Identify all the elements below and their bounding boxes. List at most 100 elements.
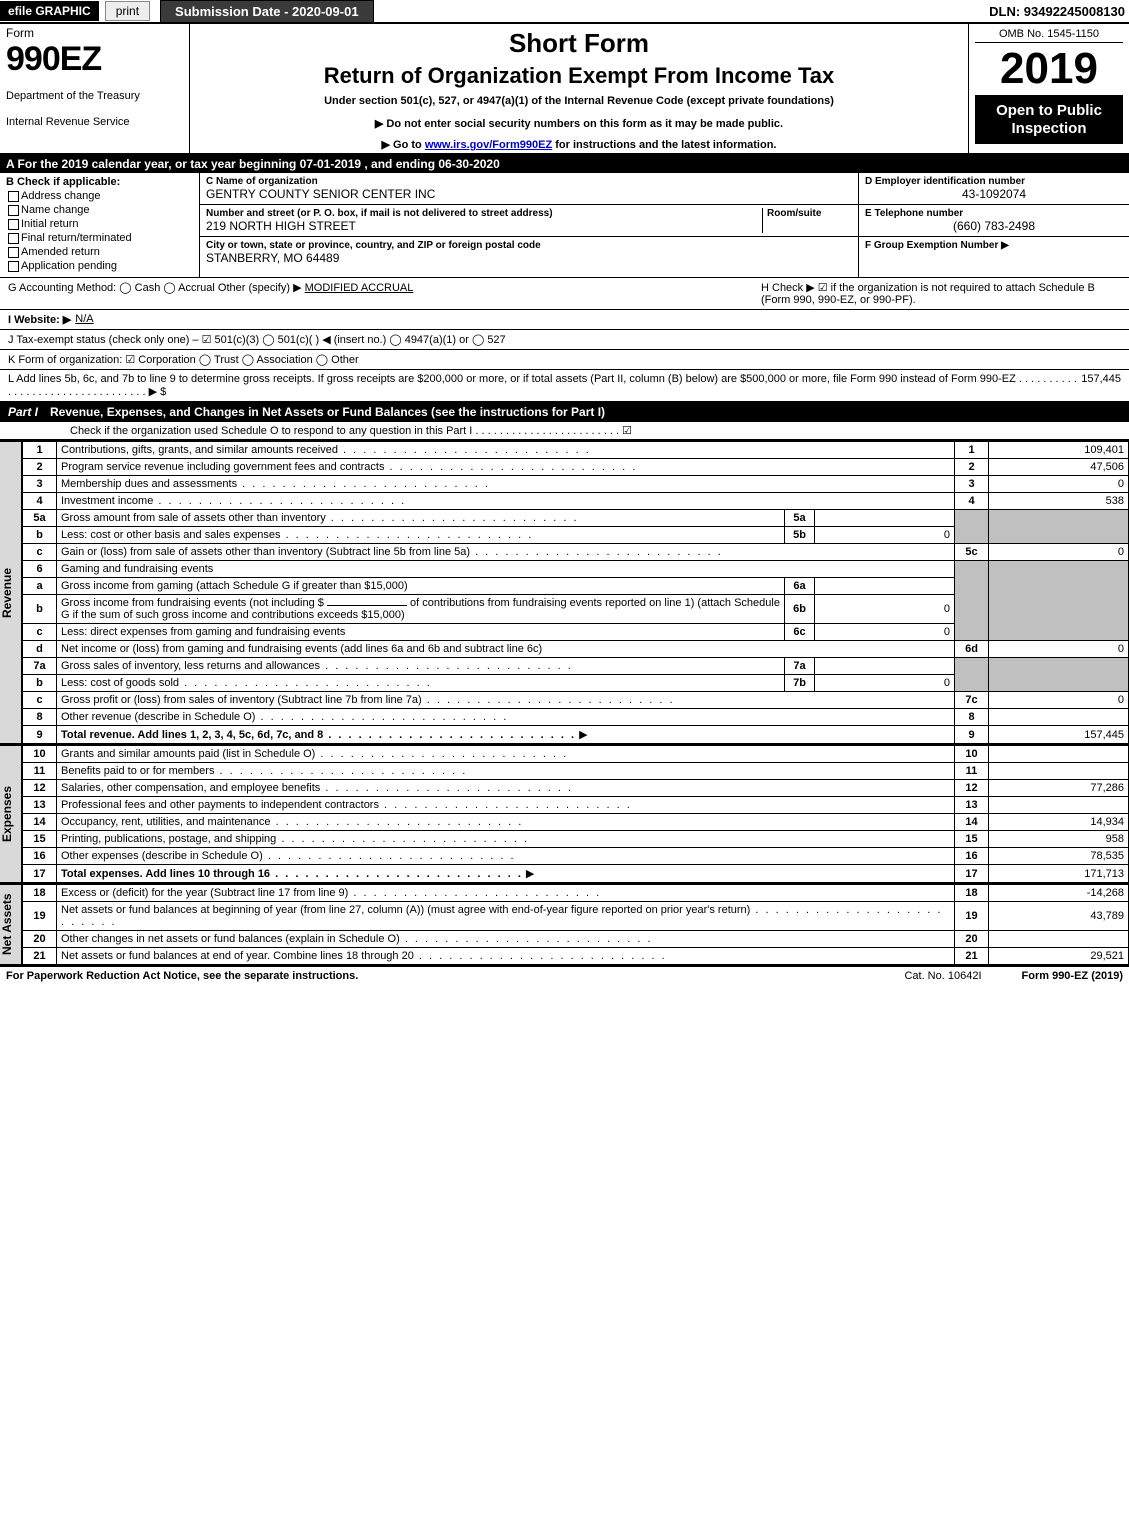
chk-app-pending[interactable]: Application pending [6, 260, 193, 272]
header-left: Form 990EZ Department of the Treasury In… [0, 24, 190, 153]
accounting-method-label: G Accounting Method: ◯ Cash ◯ Accrual Ot… [8, 282, 302, 294]
chk-address-change-label: Address change [21, 190, 101, 202]
line-21-desc: Net assets or fund balances at end of ye… [61, 950, 667, 962]
chk-amended-return[interactable]: Amended return [6, 246, 193, 258]
chk-address-change[interactable]: Address change [6, 190, 193, 202]
line-9-val: 157,445 [989, 726, 1129, 744]
street-value: 219 NORTH HIGH STREET [206, 219, 762, 233]
line-6d-desc: Net income or (loss) from gaming and fun… [57, 641, 955, 658]
line-4-colno: 4 [955, 493, 989, 510]
line-21-no: 21 [23, 948, 57, 965]
line-7b-mini-val: 0 [815, 675, 955, 692]
line-9-desc: Total revenue. Add lines 1, 2, 3, 4, 5c,… [61, 729, 576, 741]
line-21-val: 29,521 [989, 948, 1129, 965]
line-6b-blank [327, 605, 407, 606]
phone-value: (660) 783-2498 [865, 219, 1123, 233]
line-6b-mini-no: 6b [785, 595, 815, 624]
chk-final-return-label: Final return/terminated [21, 232, 132, 244]
line-6a-desc: Gross income from gaming (attach Schedul… [57, 578, 785, 595]
submission-date-pill: Submission Date - 2020-09-01 [160, 0, 374, 23]
chk-name-change[interactable]: Name change [6, 204, 193, 216]
line-3: 3 Membership dues and assessments 3 0 [23, 476, 1129, 493]
accounting-method-value: MODIFIED ACCRUAL [305, 282, 414, 294]
line-20-no: 20 [23, 931, 57, 948]
group-exemption-label: F Group Exemption Number ▶ [865, 240, 1123, 251]
line-5b-mini-no: 5b [785, 527, 815, 544]
line-7a-mini-no: 7a [785, 658, 815, 675]
part-i-sub: Check if the organization used Schedule … [0, 422, 1129, 440]
line-7c: c Gross profit or (loss) from sales of i… [23, 692, 1129, 709]
revenue-section: Revenue 1 Contributions, gifts, grants, … [0, 440, 1129, 744]
line-6d-no: d [23, 641, 57, 658]
line-11-desc: Benefits paid to or for members [61, 765, 467, 777]
line-1-no: 1 [23, 442, 57, 459]
line-18: 18 Excess or (deficit) for the year (Sub… [23, 885, 1129, 902]
chk-amended-return-label: Amended return [21, 246, 100, 258]
row-a-taxyear: A For the 2019 calendar year, or tax yea… [0, 155, 1129, 173]
ein-value: 43-1092074 [865, 187, 1123, 201]
line-6b-desc: Gross income from fundraising events (no… [57, 595, 785, 624]
line-9-no: 9 [23, 726, 57, 744]
part-i-title: Revenue, Expenses, and Changes in Net As… [50, 405, 605, 419]
line-7c-desc: Gross profit or (loss) from sales of inv… [61, 694, 675, 706]
line-9: 9 Total revenue. Add lines 1, 2, 3, 4, 5… [23, 726, 1129, 744]
line-6a-mini-val [815, 578, 955, 595]
website-label: I Website: ▶ [8, 313, 71, 326]
line-7a-no: 7a [23, 658, 57, 675]
city-value: STANBERRY, MO 64489 [206, 251, 852, 265]
expenses-side-label: Expenses [0, 745, 22, 883]
line-21: 21 Net assets or fund balances at end of… [23, 948, 1129, 965]
line-8-colno: 8 [955, 709, 989, 726]
row-g-h: G Accounting Method: ◯ Cash ◯ Accrual Ot… [0, 278, 1129, 310]
line-18-val: -14,268 [989, 885, 1129, 902]
line-6c-desc: Less: direct expenses from gaming and fu… [57, 624, 785, 641]
line-20: 20 Other changes in net assets or fund b… [23, 931, 1129, 948]
line-6b-desc1: Gross income from fundraising events (no… [61, 597, 324, 609]
header-mid: Short Form Return of Organization Exempt… [190, 24, 969, 153]
line-2-no: 2 [23, 459, 57, 476]
chk-initial-return[interactable]: Initial return [6, 218, 193, 230]
expenses-section: Expenses 10 Grants and similar amounts p… [0, 744, 1129, 883]
line-11-val [989, 763, 1129, 780]
line-6-desc: Gaming and fundraising events [57, 561, 955, 578]
ein-label: D Employer identification number [865, 176, 1123, 187]
line-10-no: 10 [23, 746, 57, 763]
line-5a-desc: Gross amount from sale of assets other t… [61, 512, 579, 524]
top-bar: efile GRAPHIC print Submission Date - 20… [0, 0, 1129, 24]
row-i: I Website: ▶ N/A [0, 310, 1129, 330]
line-12-desc: Salaries, other compensation, and employ… [61, 782, 573, 794]
row-j: J Tax-exempt status (check only one) – ☑… [0, 330, 1129, 350]
section-b-label: B Check if applicable: [6, 176, 193, 188]
line-10-val [989, 746, 1129, 763]
line-2-desc: Program service revenue including govern… [61, 461, 637, 473]
line-7b-no: b [23, 675, 57, 692]
form-word: Form [6, 26, 183, 40]
form-number: 990EZ [6, 42, 183, 76]
line-16: 16 Other expenses (describe in Schedule … [23, 848, 1129, 865]
line-6b-no: b [23, 595, 57, 624]
street-label: Number and street (or P. O. box, if mail… [206, 208, 762, 219]
line-15: 15 Printing, publications, postage, and … [23, 831, 1129, 848]
print-button[interactable]: print [105, 1, 150, 21]
line-19: 19 Net assets or fund balances at beginn… [23, 902, 1129, 931]
line-4-desc: Investment income [61, 495, 406, 507]
open-public-badge: Open to Public Inspection [975, 96, 1123, 144]
line-7c-colno: 7c [955, 692, 989, 709]
info-block: B Check if applicable: Address change Na… [0, 173, 1129, 278]
chk-final-return[interactable]: Final return/terminated [6, 232, 193, 244]
line-15-val: 958 [989, 831, 1129, 848]
line-10: 10 Grants and similar amounts paid (list… [23, 746, 1129, 763]
line-5c-val: 0 [989, 544, 1129, 561]
line-20-colno: 20 [955, 931, 989, 948]
goto-link[interactable]: www.irs.gov/Form990EZ [425, 139, 552, 151]
line-8-no: 8 [23, 709, 57, 726]
row-k: K Form of organization: ☑ Corporation ◯ … [0, 350, 1129, 370]
line-7ab-grey-val [989, 658, 1129, 692]
row-h-text: H Check ▶ ☑ if the organization is not r… [761, 281, 1121, 306]
line-12-val: 77,286 [989, 780, 1129, 797]
line-4: 4 Investment income 4 538 [23, 493, 1129, 510]
line-7ab-grey [955, 658, 989, 692]
subtitle-under: Under section 501(c), 527, or 4947(a)(1)… [196, 95, 962, 107]
line-4-val: 538 [989, 493, 1129, 510]
line-18-no: 18 [23, 885, 57, 902]
